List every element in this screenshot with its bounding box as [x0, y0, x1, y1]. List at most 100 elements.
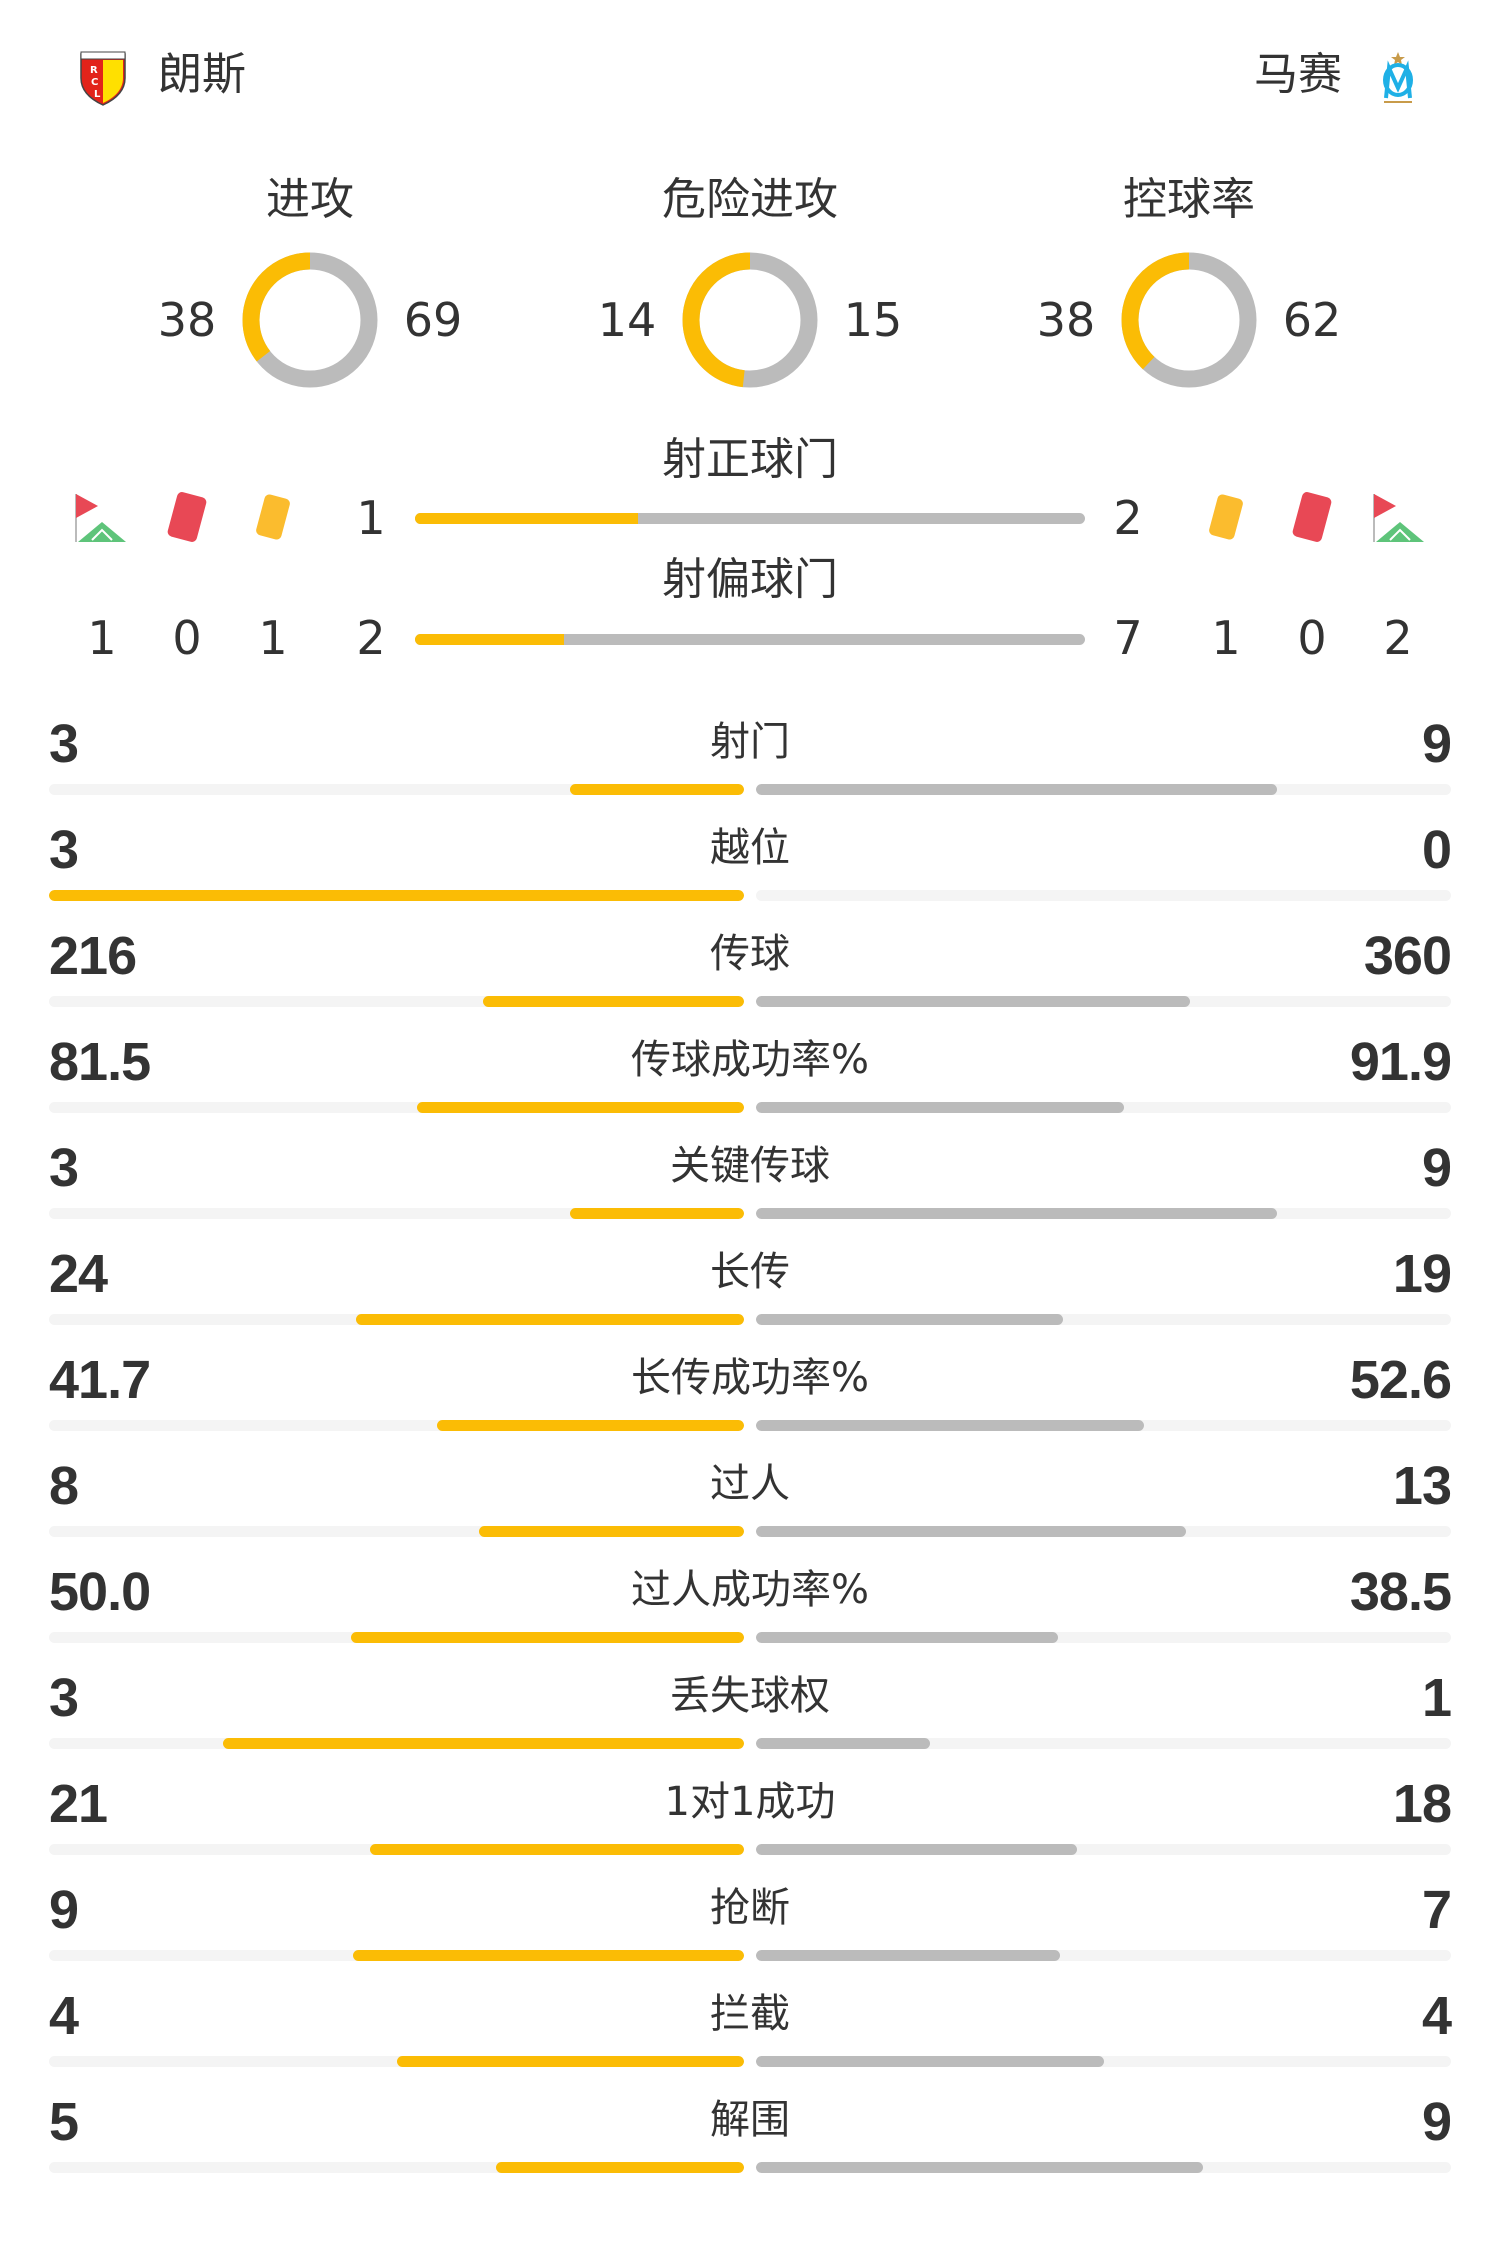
- stat-away-fill: [756, 1844, 1077, 1855]
- stat-row: 9 抢断 7: [0, 1878, 1500, 1984]
- stat-home-value: 3: [49, 1138, 79, 1198]
- stat-away-fill: [756, 1950, 1061, 1961]
- svg-text:R: R: [90, 65, 98, 76]
- stat-home-fill: [436, 1420, 744, 1431]
- stat-away-fill: [756, 1314, 1064, 1325]
- stat-home-fill: [479, 1526, 744, 1537]
- red-card-icon: [1285, 490, 1341, 546]
- stat-home-bar: [49, 1208, 744, 1219]
- stat-row: 5 解围 9: [0, 2090, 1500, 2196]
- stat-away-value: 0: [1421, 820, 1452, 880]
- yellow-card-icon: [1199, 490, 1255, 546]
- stat-away-value: 9: [1421, 714, 1452, 774]
- home-team-name[interactable]: 朗斯: [158, 49, 246, 100]
- red-card-icon: [160, 490, 216, 546]
- donut-away-value: 15: [843, 293, 903, 347]
- donut-home-arc: [1121, 252, 1257, 388]
- stat-home-value: 5: [49, 2092, 79, 2152]
- corner-flag-icon: [72, 490, 128, 546]
- donut-chart: [242, 252, 378, 388]
- shots-off-target-title: 射偏球门: [662, 554, 838, 605]
- stat-home-value: 3: [49, 820, 79, 880]
- stat-label: 丢失球权: [670, 1673, 830, 1719]
- stat-away-value: 360: [1363, 926, 1452, 986]
- stat-away-bar: [756, 1420, 1451, 1431]
- stat-home-bar: [49, 1950, 744, 1961]
- stat-home-bar: [49, 784, 744, 795]
- stat-home-bar: [49, 890, 744, 901]
- stat-home-fill: [222, 1738, 744, 1749]
- away-red-cards: 0: [1297, 611, 1327, 665]
- stat-away-bar: [756, 784, 1451, 795]
- stat-home-bar: [49, 1844, 744, 1855]
- stat-row: 50.0 过人成功率% 38.5: [0, 1560, 1500, 1666]
- donut-home-value: 38: [1036, 293, 1096, 347]
- stat-away-bar: [756, 2056, 1451, 2067]
- stat-row: 8 过人 13: [0, 1454, 1500, 1560]
- stat-label: 长传: [710, 1249, 790, 1295]
- shots-on-target-away: 2: [1113, 491, 1143, 545]
- away-team-name[interactable]: 马赛: [1254, 49, 1342, 100]
- stat-home-bar: [49, 1420, 744, 1431]
- stat-away-value: 52.6: [1349, 1350, 1452, 1410]
- stat-home-value: 21: [49, 1774, 108, 1834]
- stat-label: 解围: [710, 2097, 790, 2143]
- donut-home-arc: [682, 252, 818, 388]
- stat-home-value: 24: [49, 1244, 108, 1304]
- stat-home-fill: [417, 1102, 744, 1113]
- stat-away-value: 7: [1421, 1880, 1452, 1940]
- stat-away-bar: [756, 1844, 1451, 1855]
- stat-home-bar: [49, 2056, 744, 2067]
- stat-away-value: 19: [1392, 1244, 1452, 1304]
- donut-title: 控球率: [1123, 174, 1255, 225]
- away-yellow-cards: 1: [1211, 611, 1241, 665]
- shots-on-target-home: 1: [356, 491, 386, 545]
- stat-away-value: 18: [1392, 1774, 1452, 1834]
- svg-text:L: L: [94, 89, 101, 100]
- stat-label: 过人成功率%: [630, 1567, 869, 1613]
- stat-label: 射门: [710, 719, 790, 765]
- stat-home-bar: [49, 1738, 744, 1749]
- stat-row: 4 拦截 4: [0, 1984, 1500, 2090]
- shots-off-target-home: 2: [356, 611, 386, 665]
- stat-away-bar: [756, 1738, 1451, 1749]
- stat-home-value: 41.7: [49, 1350, 151, 1410]
- home-yellow-cards: 1: [258, 611, 288, 665]
- shots-on-target-bar: [415, 513, 1085, 524]
- away-team-logo[interactable]: [1374, 50, 1422, 106]
- stat-home-value: 9: [49, 1880, 79, 1940]
- stat-away-bar: [756, 1102, 1451, 1113]
- donut-home-value: 14: [597, 293, 657, 347]
- stat-away-bar: [756, 890, 1451, 901]
- stat-away-bar: [756, 1314, 1451, 1325]
- stat-label: 越位: [710, 825, 790, 871]
- stat-away-value: 38.5: [1349, 1562, 1452, 1622]
- donut-chart: [1121, 252, 1257, 388]
- home-red-cards: 0: [172, 611, 202, 665]
- stat-away-fill: [756, 1420, 1144, 1431]
- stat-home-value: 4: [49, 1986, 79, 2046]
- stat-home-bar: [49, 1526, 744, 1537]
- donut-home-arc: [242, 252, 378, 388]
- stat-away-bar: [756, 2162, 1451, 2173]
- stat-away-fill: [756, 2162, 1203, 2173]
- stat-home-value: 50.0: [49, 1562, 151, 1622]
- stat-home-value: 81.5: [49, 1032, 151, 1092]
- stat-row: 81.5 传球成功率% 91.9: [0, 1030, 1500, 1136]
- stat-home-bar: [49, 1632, 744, 1643]
- shots-off-target-home-fill: [415, 634, 564, 645]
- svg-text:C: C: [91, 77, 98, 88]
- stat-home-fill: [353, 1950, 744, 1961]
- home-team-logo[interactable]: R C L: [78, 48, 128, 106]
- stat-away-value: 9: [1421, 2092, 1452, 2152]
- stat-home-bar: [49, 1102, 744, 1113]
- donut-chart: [682, 252, 818, 388]
- away-corners: 2: [1383, 611, 1413, 665]
- stat-away-fill: [756, 784, 1278, 795]
- stat-home-fill: [49, 890, 744, 901]
- stat-home-bar: [49, 996, 744, 1007]
- stat-home-fill: [396, 2056, 744, 2067]
- stat-row: 21 1对1成功 18: [0, 1772, 1500, 1878]
- donut-title: 危险进攻: [662, 174, 838, 225]
- stat-away-fill: [756, 1738, 930, 1749]
